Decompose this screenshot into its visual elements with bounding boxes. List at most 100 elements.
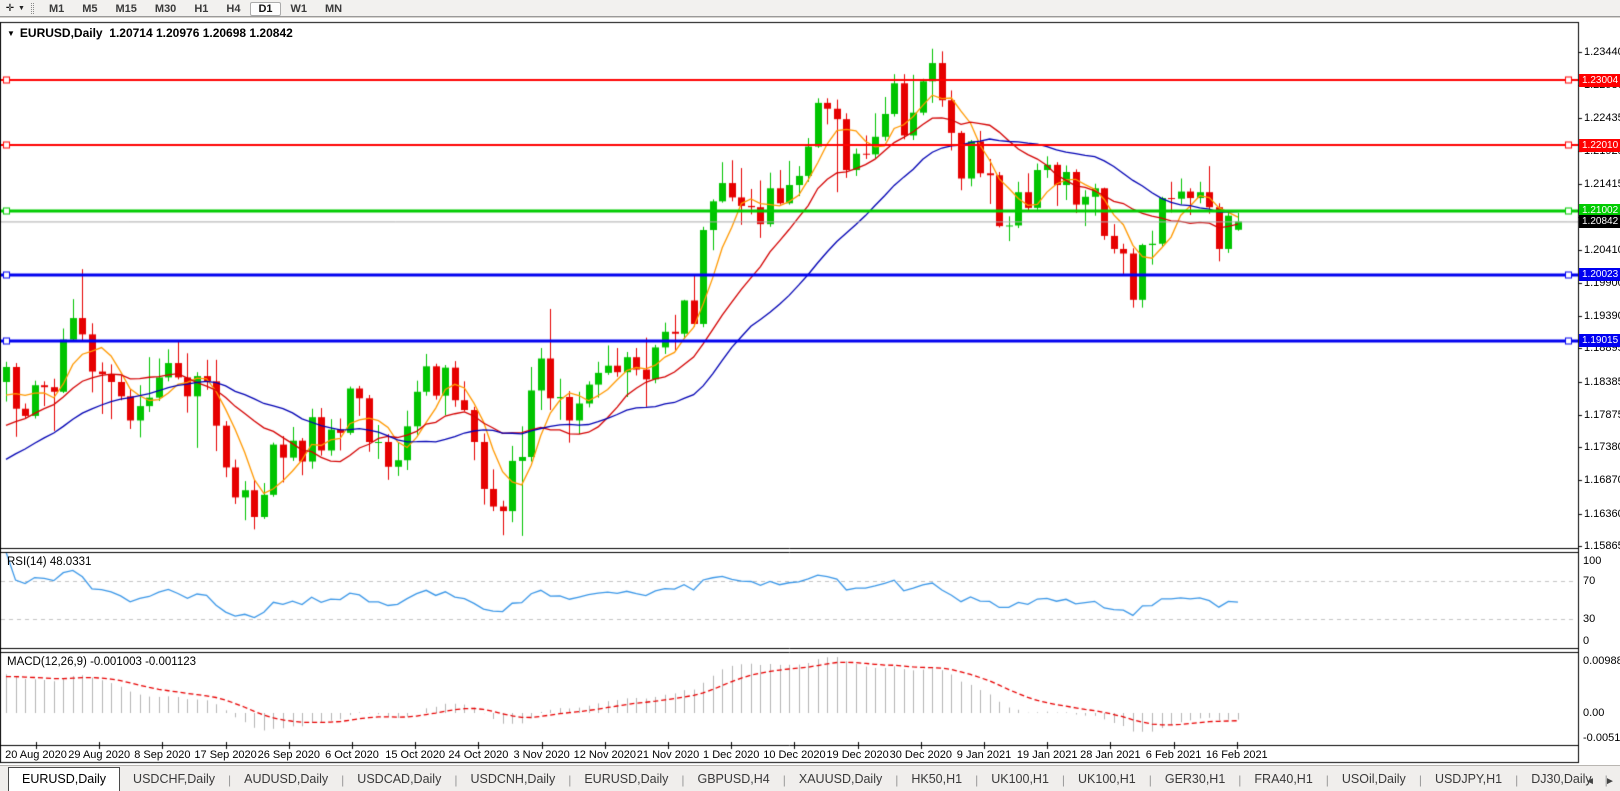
price-axis-label: 1.17875: [1584, 408, 1620, 421]
tab-divider: |: [568, 773, 572, 787]
macd-axis-label: -0.005187: [1583, 732, 1620, 744]
chart-tab-hk50-h1[interactable]: HK50,H1: [911, 772, 963, 786]
price-axis-label: 1.16870: [1584, 474, 1620, 487]
date-axis-label: 19 Jan 2021: [1016, 749, 1078, 761]
chart-tab-gbpusd-h4[interactable]: GBPUSD,H4: [697, 772, 770, 786]
tab-divider: |: [1604, 773, 1608, 787]
chart-tab-eurusd-daily[interactable]: EURUSD,Daily: [8, 767, 121, 791]
date-axis-label: 3 Nov 2020: [513, 749, 570, 761]
rsi-axis-label: 70: [1583, 574, 1596, 587]
macd-axis-label: 0.009885: [1583, 655, 1620, 667]
timeframe-button-m30[interactable]: M30: [154, 3, 177, 15]
hline-price-badge: 1.23004: [1579, 73, 1620, 87]
tab-divider: |: [228, 773, 232, 787]
chart-tab-usdcnh-daily[interactable]: USDCNH,Daily: [470, 772, 556, 786]
timeframe-button-m1[interactable]: M1: [48, 3, 65, 15]
tab-scroll-left-icon[interactable]: ◄: [1585, 776, 1595, 787]
tabs: EURUSD,Daily USDCHF,Daily | AUDUSD,Daily | US…: [0, 767, 1620, 791]
date-axis-label: 6 Feb 2021: [1145, 749, 1202, 761]
chart-tab-dj30-daily[interactable]: DJ30,Daily: [1531, 772, 1592, 786]
chart-tab-fra40-h1[interactable]: FRA40,H1: [1254, 772, 1313, 786]
chart-tab-xauusd-daily[interactable]: XAUUSD,Daily: [798, 772, 883, 786]
timeframe-button-mn[interactable]: MN: [325, 3, 343, 15]
date-axis-label: 15 Oct 2020: [385, 749, 446, 761]
date-axis-label: 28 Jan 2021: [1080, 749, 1141, 761]
price-axis-label: 1.15865: [1584, 540, 1620, 552]
date-axis-label: 24 Oct 2020: [448, 749, 509, 761]
timeframe-button-m15[interactable]: M15: [115, 3, 137, 15]
collapse-triangle-icon[interactable]: ▼: [7, 29, 15, 38]
hline-price-badge: 1.19015: [1579, 334, 1620, 348]
chart-symbol-period: EURUSD,Daily: [19, 26, 103, 40]
chart-tab-ger30-h1[interactable]: GER30,H1: [1164, 772, 1226, 786]
date-axis-label: 20 Aug 2020: [5, 749, 67, 761]
tab-divider: |: [341, 773, 345, 787]
tab-divider: |: [895, 773, 899, 787]
tab-divider: |: [1515, 773, 1519, 787]
chart-canvas[interactable]: [0, 18, 1620, 765]
chart-tab-uk100-h1[interactable]: UK100,H1: [991, 772, 1049, 786]
tab-divider: |: [1238, 773, 1242, 787]
tab-divider: |: [681, 773, 685, 787]
tab-scroll-buttons: ◄ ►: [1584, 776, 1616, 787]
price-axis-label: 1.19390: [1584, 310, 1620, 323]
date-axis-label: 17 Sep 2020: [194, 749, 257, 761]
date-axis-label: 21 Nov 2020: [636, 749, 700, 761]
crosshair-tool-icon[interactable]: ✛: [5, 2, 15, 14]
timeframe-buttons: M1 M5 M15 M30 H1 H4 D1 W1 MN: [40, 0, 351, 17]
chevron-down-icon[interactable]: ▼: [18, 4, 25, 12]
timeframe-button-d1[interactable]: D1: [250, 2, 281, 16]
toolbar-grip[interactable]: [30, 2, 34, 14]
macd-indicator-label: MACD(12,26,9) -0.001003 -0.001123: [7, 656, 197, 668]
timeframe-button-w1[interactable]: W1: [290, 3, 308, 15]
tab-divider: |: [454, 773, 458, 787]
tab-divider: |: [782, 773, 786, 787]
tab-divider: |: [1418, 773, 1422, 787]
macd-axis-label: 0.00: [1583, 707, 1605, 719]
chart-tab-usdjpy-h1[interactable]: USDJPY,H1: [1434, 772, 1503, 786]
timeframe-toolbar: ✛ ▼ M1 M5 M15 M30 H1 H4 D1 W1 MN: [0, 0, 1620, 17]
price-axis-label: 1.16360: [1584, 507, 1620, 520]
date-axis-label: 10 Dec 2020: [763, 749, 826, 761]
rsi-axis-label: 0: [1583, 635, 1590, 647]
chart-tab-usoil-daily[interactable]: USOil,Daily: [1341, 772, 1406, 786]
chart-title: ▼ EURUSD,Daily 1.20714 1.20976 1.20698 1.…: [7, 26, 293, 40]
price-axis-label: 1.18385: [1584, 375, 1620, 388]
chart-tab-usdcad-daily[interactable]: USDCAD,Daily: [357, 772, 442, 786]
rsi-axis-label: 100: [1583, 555, 1602, 567]
date-axis-label: 30 Dec 2020: [889, 749, 952, 761]
date-axis-label: 1 Dec 2020: [703, 749, 760, 761]
hline-price-badge: 1.20023: [1579, 268, 1620, 282]
timeframe-button-h4[interactable]: H4: [226, 3, 241, 15]
chart-tab-audusd-daily[interactable]: AUDUSD,Daily: [244, 772, 329, 786]
chart-tab-eurusd-daily[interactable]: EURUSD,Daily: [584, 772, 669, 786]
price-axis-label: 1.17380: [1584, 441, 1620, 454]
chart-ohlc-values: 1.20714 1.20976 1.20698 1.20842: [109, 26, 293, 40]
rsi-axis-label: 30: [1583, 613, 1596, 626]
chart-tab-usdchf-daily[interactable]: USDCHF,Daily: [133, 772, 215, 786]
tab-divider: |: [1325, 773, 1329, 787]
date-axis-label: 29 Aug 2020: [68, 749, 131, 761]
date-axis-label: 9 Jan 2021: [956, 749, 1012, 761]
hline-price-badge: 1.21002: [1579, 204, 1620, 218]
date-axis-label: 12 Nov 2020: [573, 749, 636, 761]
hline-price-badge: 1.22010: [1579, 138, 1620, 152]
current-price-badge: 1.20842: [1579, 214, 1620, 228]
timeframe-button-m5[interactable]: M5: [82, 3, 98, 15]
date-axis-label: 19 Dec 2020: [826, 749, 889, 761]
price-axis-label: 1.22435: [1584, 111, 1620, 124]
chart-tab-bar: EURUSD,Daily USDCHF,Daily | AUDUSD,Daily | US…: [0, 765, 1620, 791]
price-axis-label: 1.21415: [1584, 178, 1620, 191]
timeframe-button-h1[interactable]: H1: [194, 3, 209, 15]
date-axis-label: 16 Feb 2021: [1205, 749, 1268, 761]
tab-divider: |: [1148, 773, 1152, 787]
chart-window: [0, 18, 1620, 765]
chart-tab-uk100-h1[interactable]: UK100,H1: [1078, 772, 1136, 786]
tab-scroll-right-icon[interactable]: ►: [1605, 776, 1615, 787]
price-axis-label: 1.23440: [1584, 46, 1620, 58]
rsi-indicator-label: RSI(14) 48.0331: [7, 556, 92, 568]
date-axis-label: 26 Sep 2020: [257, 749, 320, 761]
date-axis-label: 6 Oct 2020: [325, 749, 379, 761]
tab-divider: |: [1061, 773, 1066, 787]
